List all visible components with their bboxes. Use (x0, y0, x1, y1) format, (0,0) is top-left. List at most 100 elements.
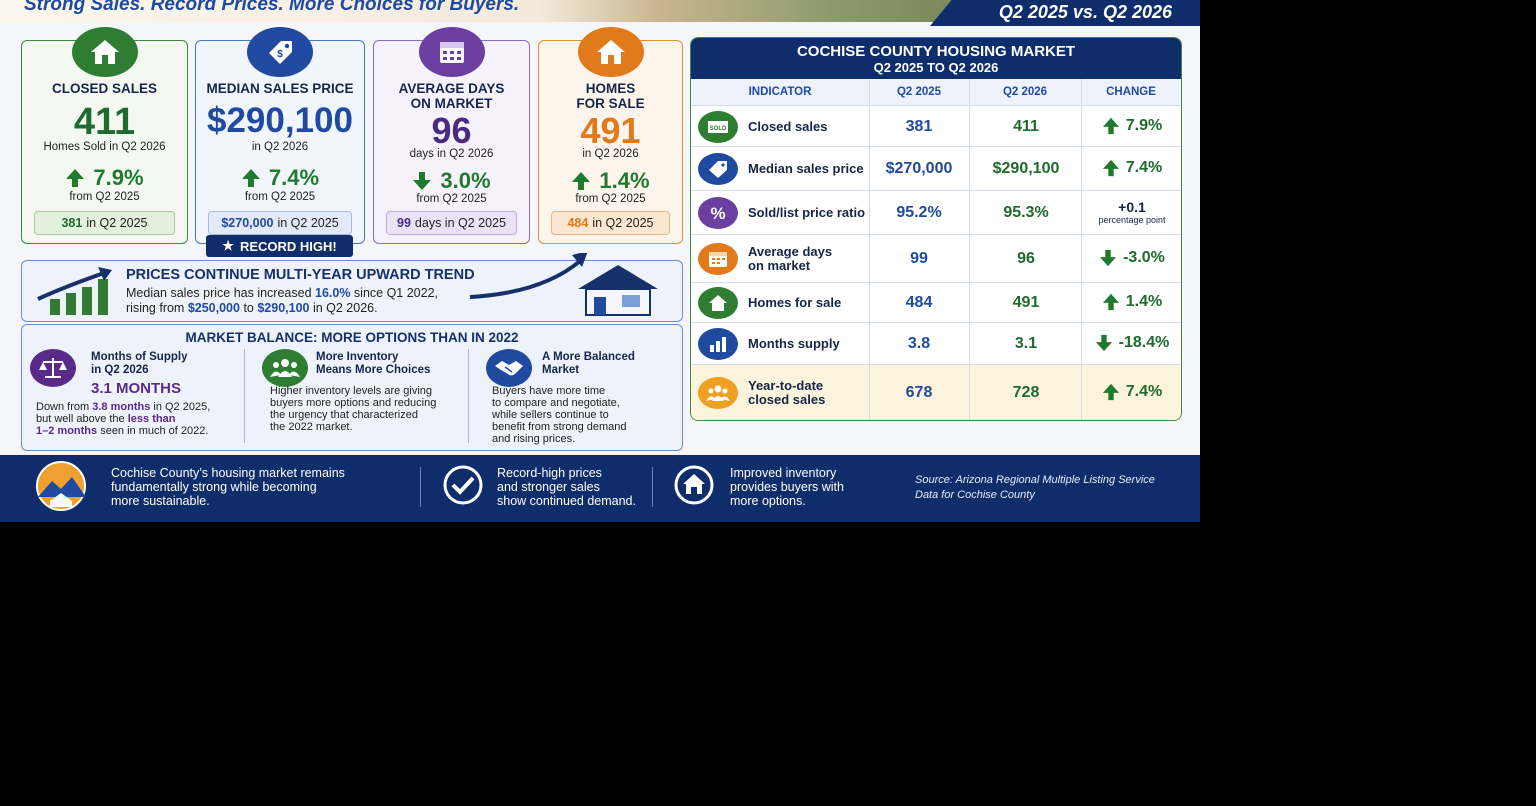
indicator-label: Homes for sale (748, 296, 841, 310)
indicator-line-1: Average days (748, 244, 833, 259)
change-value: 1.4% (1125, 293, 1163, 310)
supply-b3a: 1–2 months (36, 425, 98, 437)
table-row: % Sold/list price ratio 95.2% 95.3% +0.1 perc… (691, 190, 1181, 235)
supply-value: 3.1 MONTHS (91, 380, 182, 397)
divider (652, 467, 653, 507)
column-header: INDICATOR (691, 79, 869, 105)
change-cell: -18.4% (1083, 334, 1181, 352)
inventory-b4: the 2022 market. (270, 421, 353, 433)
change-value: 7.4% (1125, 159, 1163, 176)
inventory-heading-2: Means More Choices (316, 364, 431, 376)
infographic: Strong Sales. Record Prices. More Choice… (0, 0, 1200, 522)
svg-text:$: $ (277, 49, 283, 60)
change-cell: 1.4% (1083, 293, 1181, 311)
median-price-from: from Q2 2025 (244, 191, 316, 203)
trend-text: Median sales price has increased 16.0% s… (126, 286, 506, 316)
q2-2026-value: 95.3% (1003, 204, 1049, 221)
indicator-label: Closed sales (748, 118, 828, 134)
trend-text-1a: Median sales price has increased (126, 286, 315, 300)
table-row: Year-to-date closed sales 678 728 7.4% (691, 364, 1181, 420)
closed-sales-change: 7.9% (22, 165, 187, 191)
sold-sign-icon: SOLD (698, 110, 738, 143)
svg-text:%: % (710, 204, 725, 223)
trend-text-2c: to (239, 301, 258, 315)
change-value: -18.4% (1118, 334, 1170, 351)
q2-2025-value: 678 (905, 384, 933, 401)
closed-sales-prev-value: 381 (61, 216, 83, 230)
indicator-line-1: Sold/list price ratio (748, 205, 866, 220)
homes-for-sale-from: from Q2 2025 (575, 193, 646, 205)
q2-2026-value: 96 (1017, 250, 1035, 267)
q2-2025-value: 484 (905, 294, 933, 311)
footer-demand-3: show continued demand. (497, 494, 636, 508)
divider (244, 349, 245, 443)
avg-days-value: 96 (431, 110, 472, 151)
median-price-change-value: 7.4% (268, 165, 320, 190)
inventory-body: Higher inventory levels are giving buyer… (270, 385, 470, 433)
table-title: COCHISE COUNTY HOUSING MARKET (796, 43, 1076, 60)
footer-summary-1: Cochise County’s housing market remains (111, 466, 345, 480)
price-tag-icon: $ (247, 27, 313, 77)
closed-sales-sub: Homes Sold in Q2 2026 (43, 141, 166, 153)
supply-heading: Months of Supply in Q2 2026 (91, 351, 187, 377)
record-high-label: RECORD HIGH! (239, 238, 337, 254)
indicator-label: Median sales price (748, 162, 864, 176)
growth-chart-icon (37, 267, 112, 315)
trend-arrow-house-icon (469, 253, 658, 316)
house-circle-icon (674, 465, 714, 505)
q2-2026-value: 728 (1012, 384, 1040, 401)
median-price-prev: $270,000 in Q2 2025 (208, 211, 352, 235)
supply-column: Months of Supply in Q2 2026 3.1 MONTHS D… (22, 347, 242, 445)
column-divider (1081, 79, 1082, 420)
period-label: Q2 2025 vs. Q2 2026 (998, 2, 1172, 22)
indicator-label: Year-to-date closed sales (748, 379, 825, 407)
indicator-label: Average days on market (748, 245, 832, 273)
percent-icon: % (698, 197, 738, 229)
footer-summary: Cochise County’s housing market remains … (111, 466, 345, 508)
indicator-line-1: Year-to-date (748, 378, 824, 393)
median-price-value: $290,100 (207, 101, 353, 140)
avg-days-change-value: 3.0% (440, 168, 491, 193)
closed-sales-label: CLOSED SALES (51, 81, 157, 96)
supply-b2b: less than (127, 413, 176, 425)
mountain-logo-icon (36, 461, 86, 511)
handshake-icon (486, 349, 532, 387)
trend-text-2e: in Q2 2026. (309, 301, 378, 315)
median-price-sub: in Q2 2026 (251, 141, 309, 153)
indicator-line-2: closed sales (748, 392, 826, 407)
column-header: Q2 2025 (869, 79, 969, 105)
change-value: 7.4% (1125, 383, 1163, 400)
people-icon (262, 349, 308, 387)
table-row: Homes for sale 484 491 1.4% (691, 282, 1181, 323)
change-cell: -3.0% (1083, 249, 1181, 267)
supply-body: Down from 3.8 months in Q2 2025, but wel… (36, 401, 246, 437)
balanced-b2: to compare and negotiate, (492, 397, 620, 409)
table-row: SOLD Closed sales 381 411 7.9% (691, 105, 1181, 147)
closed-sales-prev: 381 in Q2 2025 (34, 211, 175, 235)
inventory-b2: buyers more options and reducing (270, 397, 437, 409)
scale-icon (30, 349, 76, 387)
homes-for-sale-prev: 484 in Q2 2025 (551, 211, 670, 235)
balanced-heading-2: Market (542, 364, 580, 376)
table-row: Average days on market 99 96 -3.0% (691, 234, 1181, 283)
homes-for-sale-change-value: 1.4% (599, 168, 650, 193)
q2-2026-value: 411 (1013, 117, 1039, 135)
change-value: -3.0% (1123, 249, 1165, 266)
supply-heading-1: Months of Supply (91, 351, 188, 363)
median-price-label: MEDIAN SALES PRICE (206, 81, 354, 96)
change-cell: +0.1 percentage point (1083, 199, 1181, 225)
avg-days-prev: 99 days in Q2 2025 (386, 211, 517, 235)
indicator-line-2: on market (748, 258, 811, 273)
header-subtitle: Strong Sales. Record Prices. More Choice… (24, 0, 520, 15)
indicator-line-1: Closed sales (748, 118, 828, 134)
calendar-icon (698, 243, 738, 275)
balanced-b4: benefit from strong demand (492, 421, 627, 433)
house-icon (71, 27, 138, 77)
median-price-prev-value: $270,000 (221, 216, 274, 230)
homes-for-sale-change: 1.4% (539, 168, 682, 194)
median-price-change: 7.4% (196, 165, 364, 191)
indicator-line-1: Months supply (748, 336, 840, 351)
svg-text:SOLD: SOLD (710, 126, 727, 132)
q2-2026-value: $290,100 (992, 160, 1060, 177)
change-value: +0.1 (1118, 199, 1146, 215)
